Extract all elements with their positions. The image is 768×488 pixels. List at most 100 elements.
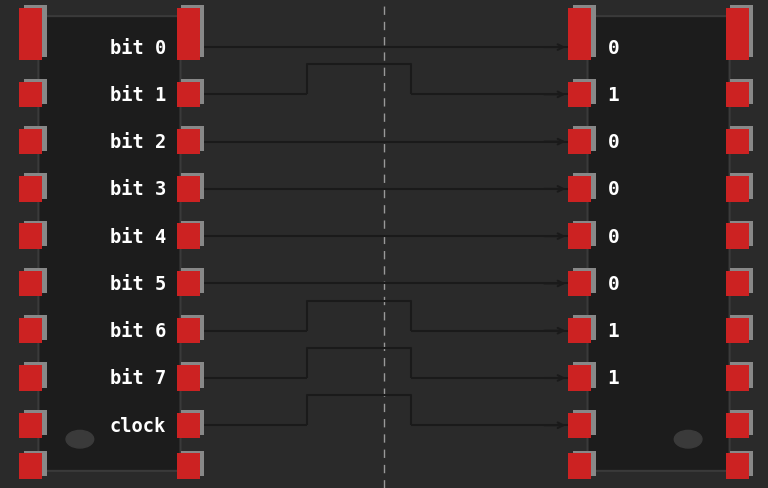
Bar bbox=[24, 410, 47, 435]
Text: 0: 0 bbox=[607, 227, 619, 246]
Bar bbox=[726, 82, 749, 108]
Bar bbox=[19, 318, 42, 344]
Bar bbox=[573, 221, 596, 246]
Bar bbox=[730, 80, 753, 105]
Bar bbox=[568, 82, 591, 108]
Bar bbox=[177, 271, 200, 297]
Text: clock: clock bbox=[110, 416, 166, 435]
Bar bbox=[177, 318, 200, 344]
Bar bbox=[181, 363, 204, 388]
Bar bbox=[177, 82, 200, 108]
Bar bbox=[19, 413, 42, 438]
Bar bbox=[181, 450, 204, 476]
Bar bbox=[24, 6, 47, 32]
Bar bbox=[573, 80, 596, 105]
FancyBboxPatch shape bbox=[38, 17, 180, 471]
Bar bbox=[726, 366, 749, 391]
Bar bbox=[177, 130, 200, 155]
Bar bbox=[19, 453, 42, 479]
Bar bbox=[19, 177, 42, 202]
Bar bbox=[730, 174, 753, 199]
Bar bbox=[568, 271, 591, 297]
Text: 0: 0 bbox=[607, 274, 619, 293]
Bar bbox=[726, 271, 749, 297]
Bar bbox=[181, 268, 204, 294]
Bar bbox=[730, 315, 753, 341]
Bar bbox=[568, 366, 591, 391]
Text: 0: 0 bbox=[607, 180, 619, 199]
Bar bbox=[181, 80, 204, 105]
Bar bbox=[19, 82, 42, 108]
Bar bbox=[19, 130, 42, 155]
Bar bbox=[177, 366, 200, 391]
Bar bbox=[730, 6, 753, 32]
Circle shape bbox=[66, 430, 94, 448]
Bar bbox=[726, 453, 749, 479]
Bar bbox=[181, 174, 204, 199]
Text: 0: 0 bbox=[607, 133, 619, 152]
Bar bbox=[568, 177, 591, 202]
FancyBboxPatch shape bbox=[588, 17, 730, 471]
Bar bbox=[181, 127, 204, 152]
Text: bit 2: bit 2 bbox=[110, 133, 166, 152]
Bar bbox=[573, 127, 596, 152]
Text: bit 5: bit 5 bbox=[110, 274, 166, 293]
Bar bbox=[568, 224, 591, 249]
Bar bbox=[730, 221, 753, 246]
Bar bbox=[726, 130, 749, 155]
Bar bbox=[19, 224, 42, 249]
Bar bbox=[568, 130, 591, 155]
Bar bbox=[730, 268, 753, 294]
Bar bbox=[24, 32, 47, 58]
Bar bbox=[726, 318, 749, 344]
Bar bbox=[177, 224, 200, 249]
Bar bbox=[568, 318, 591, 344]
Bar bbox=[19, 271, 42, 297]
Bar bbox=[730, 32, 753, 58]
Bar bbox=[568, 413, 591, 438]
Text: bit 0: bit 0 bbox=[110, 39, 166, 58]
Bar bbox=[730, 450, 753, 476]
Text: bit 3: bit 3 bbox=[110, 180, 166, 199]
Bar bbox=[24, 127, 47, 152]
Bar bbox=[573, 268, 596, 294]
Bar bbox=[177, 453, 200, 479]
Bar bbox=[573, 363, 596, 388]
Bar bbox=[24, 268, 47, 294]
Bar bbox=[573, 450, 596, 476]
Bar bbox=[730, 410, 753, 435]
Bar bbox=[19, 366, 42, 391]
Text: 1: 1 bbox=[607, 86, 619, 104]
Text: bit 6: bit 6 bbox=[110, 322, 166, 341]
Bar bbox=[177, 177, 200, 202]
Bar bbox=[177, 413, 200, 438]
Bar bbox=[726, 9, 749, 35]
Bar bbox=[19, 9, 42, 35]
Bar bbox=[726, 224, 749, 249]
Circle shape bbox=[674, 430, 702, 448]
Bar bbox=[177, 9, 200, 35]
Bar bbox=[24, 450, 47, 476]
Bar bbox=[181, 315, 204, 341]
Bar bbox=[568, 35, 591, 61]
Bar bbox=[573, 32, 596, 58]
Bar bbox=[181, 410, 204, 435]
Text: bit 1: bit 1 bbox=[110, 86, 166, 104]
Bar bbox=[573, 315, 596, 341]
Bar bbox=[726, 35, 749, 61]
Bar bbox=[726, 413, 749, 438]
Bar bbox=[24, 363, 47, 388]
Bar bbox=[573, 410, 596, 435]
Bar bbox=[19, 35, 42, 61]
Bar bbox=[568, 453, 591, 479]
Bar bbox=[24, 174, 47, 199]
Text: bit 7: bit 7 bbox=[110, 369, 166, 387]
Text: 0: 0 bbox=[607, 39, 619, 58]
Text: 1: 1 bbox=[607, 369, 619, 387]
Bar bbox=[568, 9, 591, 35]
Bar bbox=[24, 221, 47, 246]
Bar bbox=[181, 221, 204, 246]
Bar bbox=[726, 177, 749, 202]
Bar bbox=[177, 35, 200, 61]
Bar bbox=[573, 174, 596, 199]
